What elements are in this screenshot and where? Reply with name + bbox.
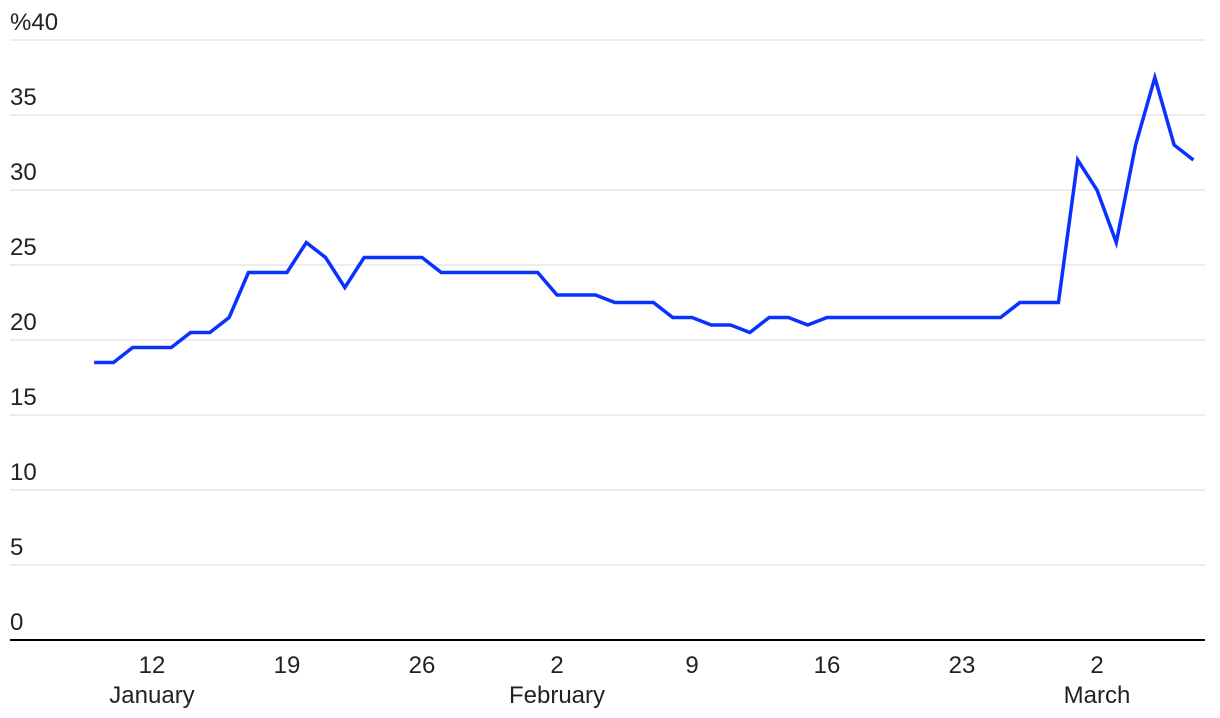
y-tick-label: %40 — [10, 9, 58, 36]
y-tick-label: 5 — [10, 534, 23, 561]
month-label: February — [509, 682, 605, 709]
x-tick-label: 23 — [949, 652, 976, 679]
x-tick-label: 19 — [274, 652, 301, 679]
y-tick-label: 20 — [10, 309, 37, 336]
x-tick-label: 2 — [1090, 652, 1103, 679]
x-tick-label: 2 — [550, 652, 563, 679]
y-tick-label: 15 — [10, 384, 37, 411]
y-tick-label: 25 — [10, 234, 37, 261]
y-tick-label: 35 — [10, 84, 37, 111]
y-tick-label: 0 — [10, 609, 23, 636]
month-label: January — [109, 682, 194, 709]
x-tick-label: 16 — [814, 652, 841, 679]
data-line — [94, 71, 1195, 365]
month-label: March — [1064, 682, 1131, 709]
y-tick-label: 30 — [10, 159, 37, 186]
y-tick-label: 10 — [10, 459, 37, 486]
x-tick-label: 9 — [685, 652, 698, 679]
x-tick-label: 26 — [409, 652, 436, 679]
x-tick-label: 12 — [139, 652, 166, 679]
